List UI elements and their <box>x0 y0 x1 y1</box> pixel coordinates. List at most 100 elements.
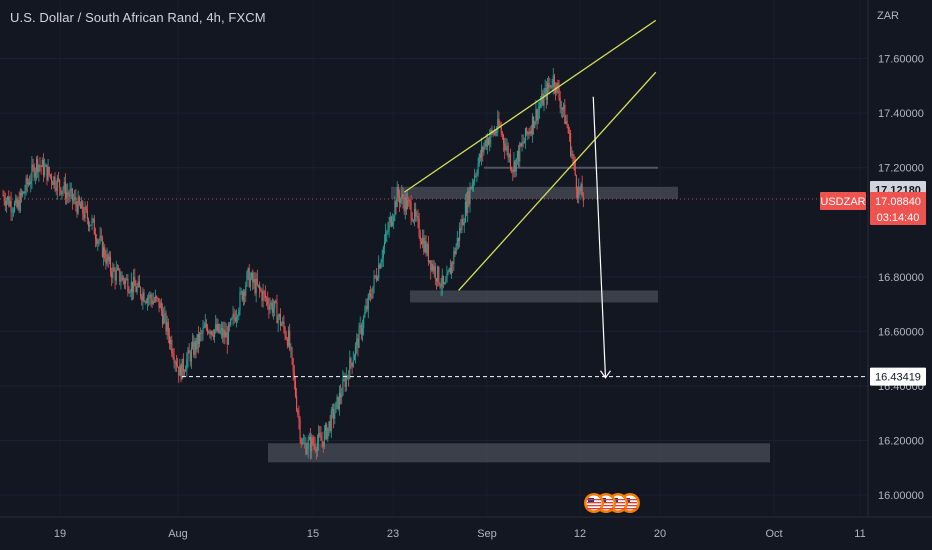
candle-body <box>264 292 266 298</box>
candle-body <box>555 86 557 93</box>
candle-body <box>479 154 481 158</box>
candle-body <box>290 347 292 349</box>
price-axis-panel[interactable] <box>868 0 932 550</box>
projection-arrow[interactable] <box>592 96 607 378</box>
candle-body <box>93 218 95 235</box>
candle-body <box>42 159 45 176</box>
candle-body <box>535 109 537 122</box>
candle-body <box>20 192 23 196</box>
candle-body <box>342 379 344 396</box>
candle-body <box>301 442 303 444</box>
event-icons[interactable] <box>584 493 640 513</box>
candle-body <box>284 328 286 337</box>
candle-body <box>476 174 478 176</box>
candle-body <box>466 201 468 214</box>
event-canton <box>588 498 594 503</box>
candle-body <box>153 300 155 302</box>
candle-body <box>149 294 151 298</box>
y-tick-label: 16.60000 <box>878 326 924 338</box>
candle-body <box>314 444 316 450</box>
candle-body <box>374 275 376 277</box>
candle-body <box>208 331 210 333</box>
candle-body <box>467 191 469 214</box>
candle-body <box>489 138 491 145</box>
candle-body <box>445 282 447 284</box>
wedge-line[interactable] <box>458 71 657 291</box>
current-price-tag-text: 17.08840 <box>875 196 921 208</box>
candle-body <box>287 330 290 346</box>
candle-body <box>462 218 464 226</box>
candle-body <box>311 437 313 452</box>
candle-body <box>530 130 532 135</box>
candle-body <box>213 329 216 338</box>
candle-body <box>297 409 299 415</box>
candle-body <box>219 330 221 333</box>
candle-body <box>144 301 146 303</box>
candle-body <box>548 83 550 88</box>
candle-body <box>10 200 12 212</box>
candle-body <box>237 316 239 318</box>
candle-body <box>203 327 205 329</box>
candle-body <box>242 291 244 301</box>
candle-body <box>496 131 498 134</box>
candle-body <box>250 273 253 279</box>
candle-body <box>41 159 43 167</box>
candle-body <box>434 266 436 279</box>
candle-body <box>313 443 315 445</box>
candle-body <box>57 178 60 180</box>
candle-body <box>361 328 364 335</box>
candle-body <box>2 194 4 196</box>
candle-body <box>253 279 255 283</box>
candle-body <box>230 319 232 325</box>
candle-body <box>226 332 228 345</box>
candle-body <box>220 328 223 331</box>
candle-body <box>459 228 461 241</box>
wedge-line[interactable] <box>403 19 657 193</box>
candle-body <box>275 300 277 303</box>
candle-body <box>378 264 380 279</box>
target-price-tag[interactable]: 16.43419 <box>870 367 926 386</box>
candle-body <box>66 192 68 199</box>
candle-body <box>76 204 78 214</box>
event-stripe <box>611 499 625 501</box>
symbol-tag[interactable]: USDZAR <box>820 192 866 211</box>
candle-body <box>281 324 283 326</box>
candle-body <box>475 175 477 177</box>
candle-body <box>574 162 576 176</box>
candle-body <box>528 132 530 134</box>
candle-body <box>192 341 194 348</box>
candle-body <box>344 379 346 387</box>
event-flag-icon[interactable] <box>584 493 604 513</box>
candle-body <box>334 412 336 419</box>
candle-body <box>200 332 202 334</box>
candle-body <box>464 201 466 223</box>
candle-body <box>177 365 179 367</box>
event-stripe <box>587 505 601 507</box>
candle-body <box>71 188 73 201</box>
candle-body <box>133 277 135 293</box>
candle-body <box>121 276 123 281</box>
countdown-tag-text: 03:14:40 <box>877 212 920 224</box>
event-stripe <box>623 499 637 501</box>
candle-body <box>248 268 250 287</box>
candle-body <box>305 442 307 455</box>
candle-body <box>300 438 302 444</box>
candle-body <box>483 146 485 153</box>
candle-body <box>319 433 321 436</box>
candle-body <box>468 191 470 205</box>
candle-body <box>254 279 256 294</box>
candles <box>2 68 584 460</box>
candle-body <box>257 284 260 286</box>
candle-body <box>190 347 192 362</box>
candle-body <box>420 240 423 245</box>
candle-body <box>234 317 236 322</box>
candle-body <box>491 129 493 132</box>
current-price-tag[interactable]: 17.08840 <box>870 192 926 211</box>
candle-body <box>309 436 312 452</box>
candle-body <box>25 178 27 192</box>
candle-body <box>134 277 136 287</box>
countdown-tag[interactable]: 03:14:40 <box>870 209 926 226</box>
candle-body <box>175 361 177 366</box>
candle-body <box>163 314 165 324</box>
